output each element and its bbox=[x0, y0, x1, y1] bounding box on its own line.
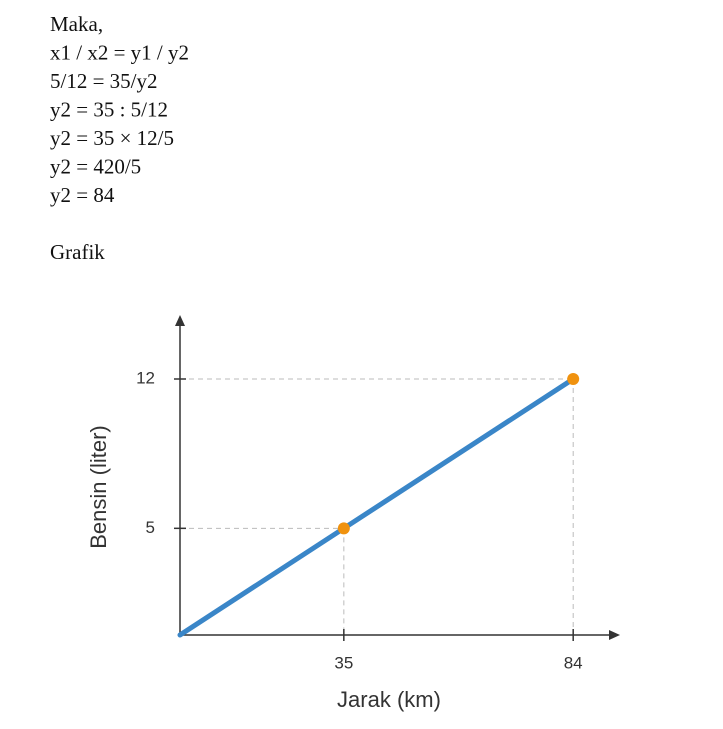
heading: Grafik bbox=[50, 240, 105, 264]
text-line: y2 = 35 : 5/12 bbox=[50, 97, 168, 121]
text-line: Maka, bbox=[50, 12, 103, 36]
text-line: x1 / x2 = y1 / y2 bbox=[50, 40, 189, 64]
x-axis-arrow bbox=[609, 630, 620, 640]
x-tick-label: 84 bbox=[564, 653, 583, 672]
data-point bbox=[567, 373, 580, 385]
y-tick-label: 5 bbox=[146, 518, 155, 537]
text-line: 5/12 = 35/y2 bbox=[50, 69, 158, 93]
x-axis-label: Jarak (km) bbox=[337, 687, 441, 712]
text-line: y2 = 35 × 12/5 bbox=[50, 126, 174, 150]
y-axis-arrow bbox=[175, 315, 185, 326]
text-line: y2 = 84 bbox=[50, 183, 115, 207]
y-axis-label: Bensin (liter) bbox=[86, 425, 111, 548]
data-point bbox=[337, 522, 350, 535]
data-line bbox=[177, 376, 576, 638]
y-tick-label: 12 bbox=[136, 368, 155, 387]
x-tick-label: 35 bbox=[334, 653, 353, 672]
text-line: y2 = 420/5 bbox=[50, 154, 141, 178]
